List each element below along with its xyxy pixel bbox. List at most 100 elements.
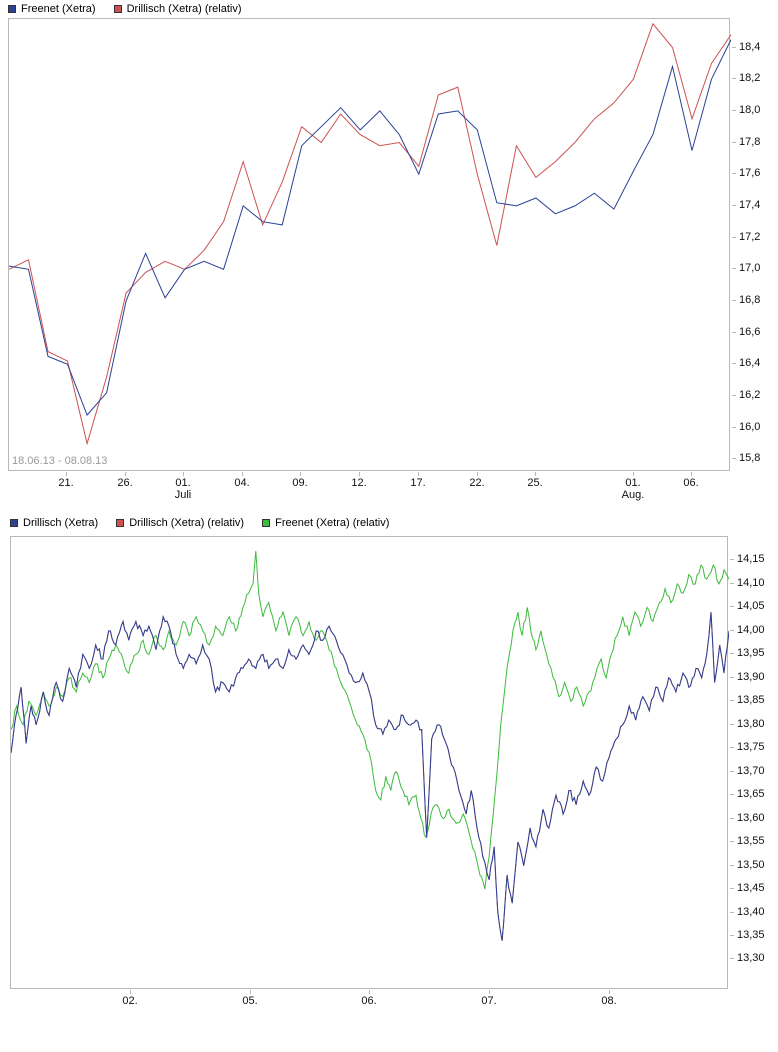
y-tick-label: 17,8 — [739, 136, 761, 148]
y-axis-tick — [730, 653, 734, 654]
legend-swatch-icon — [116, 519, 125, 527]
y-axis-tick — [732, 237, 736, 238]
series-line-drillisch-xetra-relativ — [9, 22, 731, 446]
y-axis-tick — [732, 395, 736, 396]
y-tick-label: 15,8 — [739, 452, 761, 464]
y-tick-label: 13,90 — [737, 671, 765, 683]
x-tick-label: 05. — [242, 995, 258, 1007]
y-axis-tick — [730, 630, 734, 631]
y-axis-tick — [730, 677, 734, 678]
date-range-label: 18.06.13 - 08.08.13 — [12, 455, 108, 467]
x-tick-label: 09. — [292, 477, 308, 489]
series-line-freenet-xetra-relativ — [11, 551, 729, 890]
y-axis-tick — [730, 865, 734, 866]
y-axis-tick — [730, 559, 734, 560]
y-tick-label: 13,80 — [737, 718, 765, 730]
x-axis-tick — [369, 990, 370, 994]
x-tick-label: 06. — [683, 477, 699, 489]
y-axis-tick — [730, 771, 734, 772]
x-axis-tick — [359, 472, 360, 476]
y-tick-label: 13,65 — [737, 788, 765, 800]
y-axis-tick — [730, 841, 734, 842]
x-tick-label: 26. — [117, 477, 133, 489]
y-tick-label: 13,95 — [737, 647, 765, 659]
legend-swatch-icon — [10, 519, 18, 527]
series-line-drillisch-xetra-relativ — [11, 612, 729, 941]
legend-label: Freenet (Xetra) (relativ) — [275, 517, 390, 529]
y-tick-label: 13,50 — [737, 859, 765, 871]
series-line-drillisch-xetra — [11, 612, 729, 941]
x-tick: 25. — [527, 477, 542, 489]
x-axis-tick — [489, 990, 490, 994]
x-tick-sublabel: Aug. — [621, 489, 645, 501]
x-tick-label: 02. — [122, 995, 138, 1007]
y-tick-label: 16,4 — [739, 357, 761, 369]
price-chart-intraday: Drillisch (Xetra) Drillisch (Xetra) (rela… — [0, 514, 778, 1052]
y-tick-label: 13,35 — [737, 929, 765, 941]
x-tick: 12. — [351, 477, 366, 489]
legend-item-drillisch-xetra-relativ: Drillisch (Xetra) (relativ) — [113, 3, 242, 15]
x-tick: 06. — [361, 995, 376, 1007]
y-axis-tick — [730, 583, 734, 584]
legend-item-drillisch-xetra: Drillisch (Xetra) — [10, 517, 98, 529]
x-tick: 01. Aug. — [622, 477, 645, 501]
y-tick-label: 13,85 — [737, 694, 765, 706]
x-tick-label: 04. — [234, 477, 250, 489]
y-tick-label: 17,4 — [739, 199, 761, 211]
x-axis-tick — [300, 472, 301, 476]
legend-item-drillisch-xetra-relativ: Drillisch (Xetra) (relativ) — [116, 517, 244, 529]
y-axis-tick — [730, 794, 734, 795]
plot-canvas — [11, 551, 729, 941]
x-axis-tick — [130, 990, 131, 994]
legend: Drillisch (Xetra) Drillisch (Xetra) (rela… — [10, 517, 389, 529]
x-axis-tick — [418, 472, 419, 476]
y-tick-label: 17,0 — [739, 262, 761, 274]
x-tick: 26. — [117, 477, 132, 489]
x-tick-label: 01. — [175, 477, 191, 489]
x-tick-label: 22. — [469, 477, 485, 489]
y-axis-tick — [730, 818, 734, 819]
y-tick-label: 17,2 — [739, 231, 761, 243]
x-axis-tick — [691, 472, 692, 476]
y-tick-label: 16,0 — [739, 421, 761, 433]
x-tick-label: 12. — [351, 477, 367, 489]
x-tick-label: 17. — [410, 477, 426, 489]
x-tick: 21. — [58, 477, 73, 489]
x-tick-label: 06. — [361, 995, 377, 1007]
x-tick: 04. — [234, 477, 249, 489]
legend-swatch-icon — [8, 5, 16, 13]
y-axis-tick — [732, 427, 736, 428]
legend-swatch-icon — [262, 519, 271, 527]
legend-item-freenet-xetra-relativ: Freenet (Xetra) (relativ) — [262, 517, 389, 529]
x-tick: 09. — [292, 477, 307, 489]
y-axis-tick — [732, 47, 736, 48]
y-axis-tick — [732, 268, 736, 269]
y-tick-label: 17,6 — [739, 167, 761, 179]
y-tick-label: 13,30 — [737, 952, 765, 964]
y-axis-tick — [730, 724, 734, 725]
legend-label: Drillisch (Xetra) — [23, 517, 99, 529]
x-axis-tick — [535, 472, 536, 476]
y-tick-label: 14,00 — [737, 624, 765, 636]
legend-item-freenet-xetra: Freenet (Xetra) — [8, 3, 96, 15]
y-axis-tick — [730, 888, 734, 889]
y-tick-label: 13,45 — [737, 882, 765, 894]
y-tick-label: 13,55 — [737, 835, 765, 847]
y-axis-tick — [730, 747, 734, 748]
x-tick-sublabel: Juli — [174, 489, 192, 501]
legend-label: Drillisch (Xetra) (relativ) — [126, 3, 242, 15]
y-axis-tick — [730, 606, 734, 607]
plot-area — [10, 536, 729, 989]
y-tick-label: 18,4 — [739, 41, 761, 53]
x-tick-label: 25. — [527, 477, 543, 489]
series-line-freenet-xetra — [9, 39, 731, 416]
y-axis-tick — [732, 173, 736, 174]
y-tick-label: 18,0 — [739, 104, 761, 116]
x-tick: 08. — [601, 995, 616, 1007]
x-tick: 07. — [481, 995, 496, 1007]
plot-area — [8, 18, 731, 471]
x-axis-tick — [633, 472, 634, 476]
x-axis-tick — [250, 990, 251, 994]
x-tick-label: 08. — [601, 995, 617, 1007]
x-tick: 06. — [683, 477, 698, 489]
